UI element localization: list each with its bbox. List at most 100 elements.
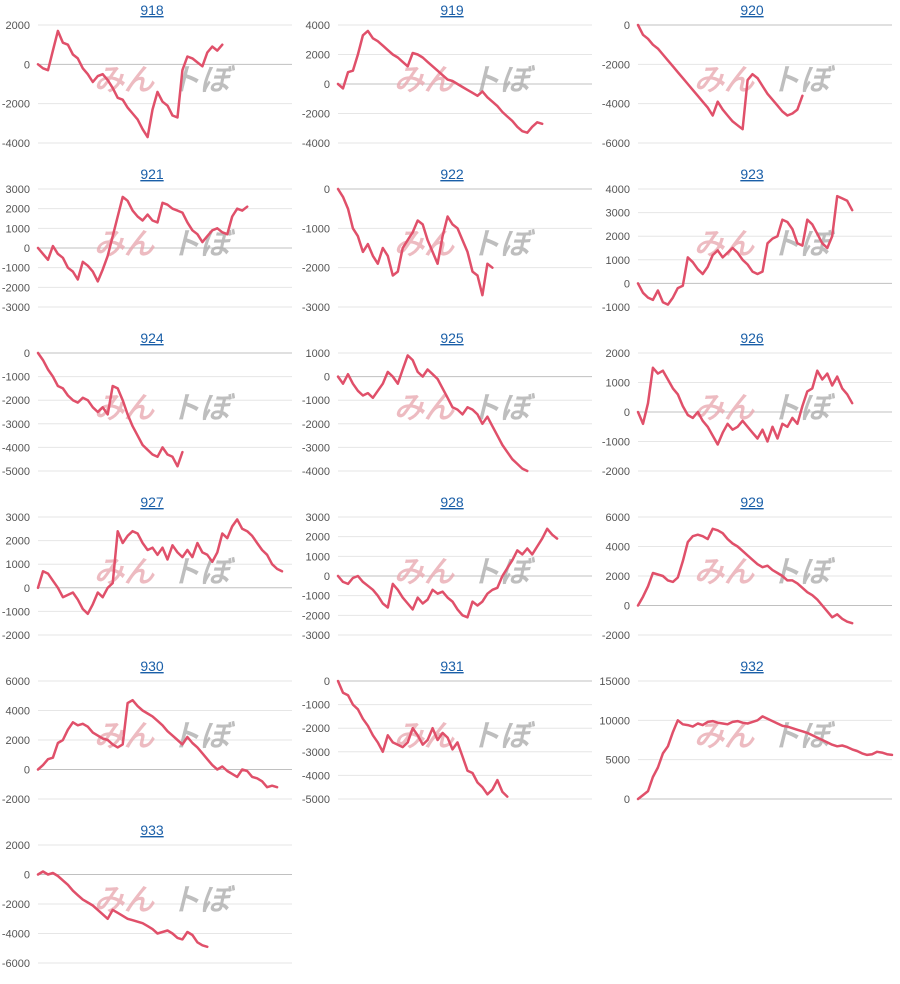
chart-title-link[interactable]: 921 xyxy=(140,166,164,182)
chart-panel-922: 922 0 -1000 -2000 -3000 みん トぼ xyxy=(300,164,600,328)
y-tick-label: 0 xyxy=(624,794,630,806)
watermark-logo: みん トぼ xyxy=(694,63,836,98)
series-line xyxy=(336,29,544,134)
series-line xyxy=(36,195,249,283)
y-tick-label: 4000 xyxy=(6,706,30,718)
chart-panel-925: 925 1000 0 -1000 -2000 -3000 -4000 みん トぼ xyxy=(300,328,600,492)
y-tick-label: -2000 xyxy=(2,99,30,111)
y-tick-label: 2000 xyxy=(6,204,30,216)
chart-svg: 928 3000 2000 1000 0 -1000 -2000 -3000 みん トぼ xyxy=(302,494,592,642)
chart-title-link[interactable]: 931 xyxy=(440,658,464,674)
y-tick-label: -2000 xyxy=(302,723,330,735)
chart-svg: 933 2000 0 -2000 -4000 -6000 みん トぼ xyxy=(2,822,292,970)
chart-panel-930: 930 6000 4000 2000 0 -2000 みん トぼ xyxy=(0,656,300,820)
y-tick-label: -2000 xyxy=(302,419,330,431)
y-tick-label: 6000 xyxy=(6,676,30,688)
y-tick-label: -5000 xyxy=(302,794,330,806)
chart-svg: 927 3000 2000 1000 0 -1000 -2000 みん トぼ xyxy=(2,494,292,642)
chart-svg: 926 2000 1000 0 -1000 -2000 みん トぼ xyxy=(602,330,892,478)
series-line xyxy=(336,679,509,798)
svg-text:トぼ: トぼ xyxy=(770,555,836,590)
y-tick-label: -6000 xyxy=(2,958,30,970)
chart-panel-919: 919 4000 2000 0 -2000 -4000 みん トぼ xyxy=(300,0,600,164)
chart-title-link[interactable]: 924 xyxy=(140,330,164,346)
chart-title-link[interactable]: 919 xyxy=(440,2,464,18)
chart-title-link[interactable]: 918 xyxy=(140,2,164,18)
y-tick-label: -2000 xyxy=(2,282,30,294)
svg-text:みん: みん xyxy=(394,391,455,426)
series-line xyxy=(36,698,279,789)
svg-text:トぼ: トぼ xyxy=(170,555,236,590)
series-line xyxy=(636,527,854,625)
y-tick-label: 2000 xyxy=(6,20,30,32)
watermark-logo: みん トぼ xyxy=(94,719,236,754)
svg-text:みん: みん xyxy=(94,63,155,98)
y-tick-label: -2000 xyxy=(302,109,330,121)
y-tick-label: 0 xyxy=(624,20,630,32)
svg-text:みん: みん xyxy=(694,63,755,98)
watermark-logo: みん トぼ xyxy=(394,719,536,754)
y-tick-label: -2000 xyxy=(2,794,30,806)
y-tick-label: 1000 xyxy=(606,255,630,267)
chart-panel-920: 920 0 -2000 -4000 -6000 みん トぼ xyxy=(600,0,900,164)
chart-title-link[interactable]: 920 xyxy=(740,2,764,18)
chart-title-link[interactable]: 930 xyxy=(140,658,164,674)
y-tick-label: -2000 xyxy=(302,610,330,622)
chart-title-link[interactable]: 929 xyxy=(740,494,764,510)
series-line xyxy=(36,518,284,616)
y-tick-label: 4000 xyxy=(306,20,330,32)
y-tick-label: 2000 xyxy=(606,571,630,583)
y-tick-label: -4000 xyxy=(2,138,30,150)
chart-panel-926: 926 2000 1000 0 -1000 -2000 みん トぼ xyxy=(600,328,900,492)
y-tick-label: 0 xyxy=(24,59,30,71)
y-tick-label: -3000 xyxy=(2,419,30,431)
chart-panel-921: 921 3000 2000 1000 0 -1000 -2000 -3000 みん トぼ xyxy=(0,164,300,328)
svg-text:トぼ: トぼ xyxy=(770,63,836,98)
chart-svg: 929 6000 4000 2000 0 -2000 みん トぼ xyxy=(602,494,892,642)
y-tick-label: 2000 xyxy=(306,532,330,544)
y-tick-label: 2000 xyxy=(606,231,630,243)
series-line xyxy=(36,351,184,468)
y-tick-label: 10000 xyxy=(599,715,630,727)
y-tick-label: 1000 xyxy=(606,378,630,390)
chart-panel-927: 927 3000 2000 1000 0 -1000 -2000 みん トぼ xyxy=(0,492,300,656)
y-tick-label: 1000 xyxy=(306,348,330,360)
watermark-logo: みん トぼ xyxy=(394,63,536,98)
watermark-logo: みん トぼ xyxy=(394,391,536,426)
y-tick-label: 1000 xyxy=(6,223,30,235)
y-tick-label: -1000 xyxy=(602,437,630,449)
y-tick-label: 2000 xyxy=(6,735,30,747)
chart-title-link[interactable]: 926 xyxy=(740,330,764,346)
y-tick-label: -2000 xyxy=(302,263,330,275)
y-tick-label: -2000 xyxy=(2,899,30,911)
svg-text:トぼ: トぼ xyxy=(470,719,536,754)
y-tick-label: 2000 xyxy=(6,840,30,852)
svg-text:トぼ: トぼ xyxy=(170,391,236,426)
y-tick-label: -2000 xyxy=(2,395,30,407)
chart-title-link[interactable]: 932 xyxy=(740,658,764,674)
y-tick-label: 2000 xyxy=(606,348,630,360)
y-tick-label: 0 xyxy=(624,601,630,613)
y-tick-label: -1000 xyxy=(302,395,330,407)
svg-text:トぼ: トぼ xyxy=(470,555,536,590)
series-line xyxy=(636,23,804,131)
y-tick-label: 2000 xyxy=(306,50,330,62)
y-tick-label: -1000 xyxy=(602,302,630,314)
chart-title-link[interactable]: 922 xyxy=(440,166,464,182)
chart-title-link[interactable]: 927 xyxy=(140,494,164,510)
chart-panel-933: 933 2000 0 -2000 -4000 -6000 みん トぼ xyxy=(0,820,300,984)
y-tick-label: -1000 xyxy=(2,263,30,275)
y-tick-label: -4000 xyxy=(302,770,330,782)
y-tick-label: 3000 xyxy=(306,512,330,524)
series-line xyxy=(636,715,894,801)
chart-title-link[interactable]: 923 xyxy=(740,166,764,182)
chart-title-link[interactable]: 933 xyxy=(140,822,164,838)
y-tick-label: 5000 xyxy=(606,755,630,767)
chart-title-link[interactable]: 925 xyxy=(440,330,464,346)
y-tick-label: 6000 xyxy=(606,512,630,524)
chart-title-link[interactable]: 928 xyxy=(440,494,464,510)
